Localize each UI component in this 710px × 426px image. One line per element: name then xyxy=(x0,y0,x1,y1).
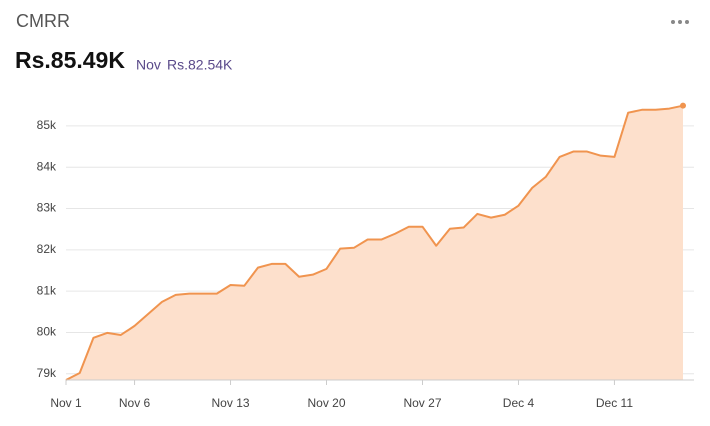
y-tick-label: 82k xyxy=(37,242,57,256)
y-tick-label: 80k xyxy=(37,325,57,339)
y-tick-label: 85k xyxy=(37,118,57,132)
compare-label: Nov xyxy=(136,57,161,73)
y-tick-label: 83k xyxy=(37,201,57,215)
compare-value: Rs.82.54K xyxy=(167,57,233,73)
x-tick-label: Nov 1 xyxy=(50,396,82,410)
y-tick-label: 81k xyxy=(37,283,57,297)
x-tick-label: Dec 11 xyxy=(596,396,633,410)
menu-icon[interactable] xyxy=(671,20,689,24)
current-value: Rs.85.49K xyxy=(15,47,125,73)
area-fill xyxy=(66,105,683,381)
x-tick-label: Nov 6 xyxy=(119,396,151,410)
menu-dot xyxy=(685,20,689,24)
menu-dot xyxy=(678,20,682,24)
end-point xyxy=(680,102,686,109)
y-tick-label: 79k xyxy=(37,366,57,380)
line xyxy=(65,104,684,381)
x-tick-label: Nov 13 xyxy=(212,396,250,410)
y-tick-label: 84k xyxy=(37,159,57,173)
x-tick-label: Nov 20 xyxy=(307,396,345,410)
widget-title: CMRR xyxy=(16,11,70,31)
x-tick-label: Dec 4 xyxy=(503,396,535,410)
menu-dot xyxy=(671,20,675,24)
x-tick-label: Nov 27 xyxy=(403,396,441,410)
